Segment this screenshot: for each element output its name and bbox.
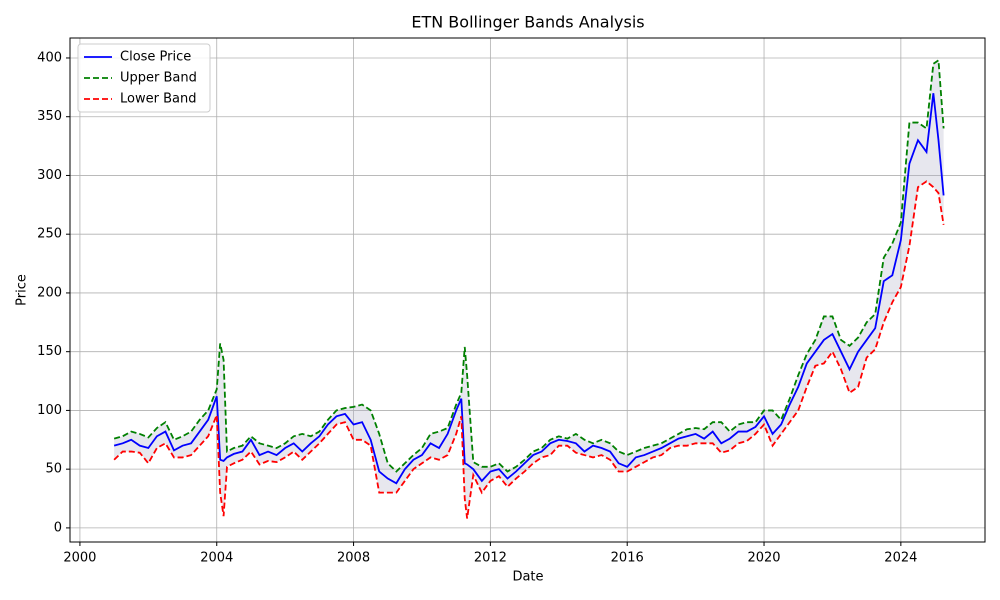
- x-tick-label: 2004: [200, 551, 233, 566]
- x-tick-label: 2024: [884, 551, 917, 566]
- y-tick-label: 0: [54, 520, 62, 535]
- y-tick-label: 100: [37, 403, 62, 418]
- legend-label: Close Price: [120, 50, 191, 65]
- y-tick-label: 150: [37, 344, 62, 359]
- y-tick-label: 200: [37, 285, 62, 300]
- x-tick-label: 2012: [474, 551, 507, 566]
- chart-title: ETN Bollinger Bands Analysis: [411, 13, 644, 32]
- x-tick-label: 2008: [337, 551, 370, 566]
- series-line: [113, 180, 945, 519]
- y-tick-label: 250: [37, 227, 62, 242]
- x-tick-label: 2020: [747, 551, 780, 566]
- y-tick-label: 300: [37, 168, 62, 183]
- legend-label: Lower Band: [120, 92, 196, 107]
- x-tick-label: 2000: [63, 551, 96, 566]
- series-line: [113, 58, 945, 473]
- y-axis-label: Price: [15, 274, 30, 306]
- legend-label: Upper Band: [120, 71, 197, 86]
- y-tick-label: 400: [37, 50, 62, 65]
- x-tick-label: 2016: [611, 551, 644, 566]
- band-fill: [114, 60, 944, 519]
- y-tick-label: 50: [45, 462, 62, 477]
- series-line: [113, 93, 945, 485]
- x-axis-label: Date: [512, 570, 543, 585]
- legend-box: [77, 43, 211, 113]
- y-tick-label: 350: [37, 109, 62, 124]
- plot-frame: [69, 37, 986, 543]
